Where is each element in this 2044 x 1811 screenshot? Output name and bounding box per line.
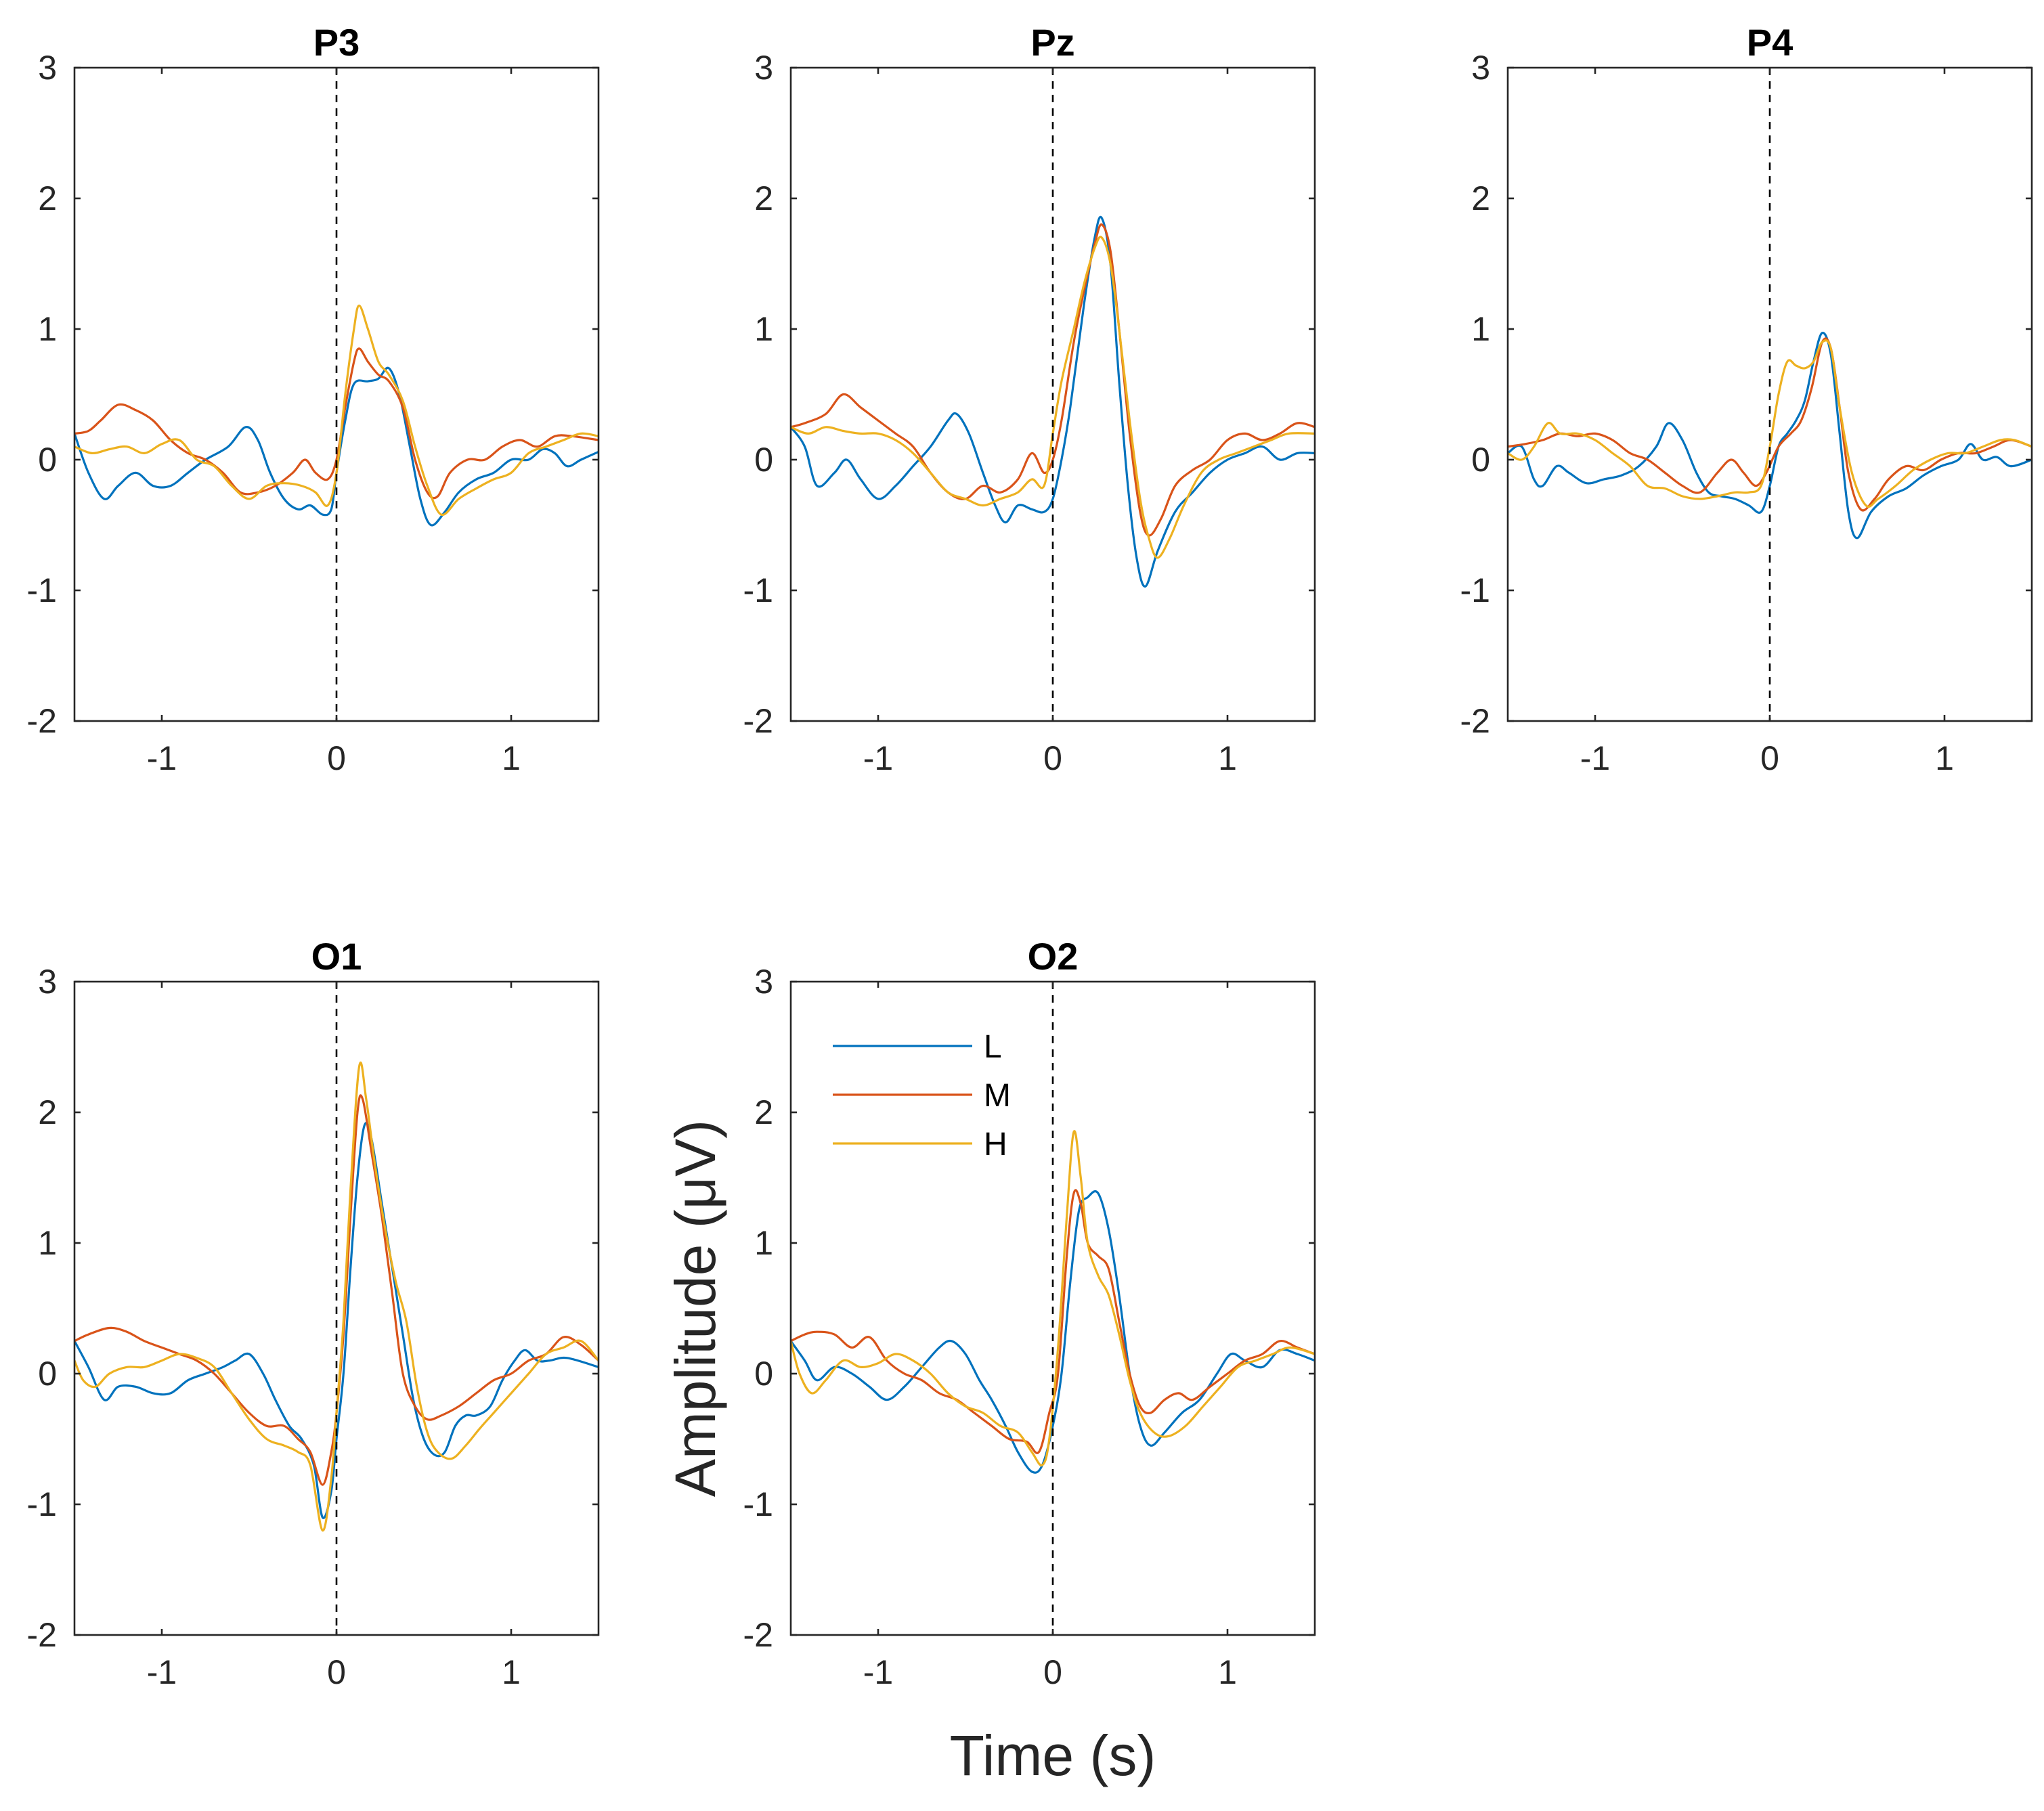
series-line-L xyxy=(74,1121,599,1519)
series-line-L xyxy=(791,215,1315,588)
x-tick-label: -1 xyxy=(863,739,893,777)
x-tick-label: 1 xyxy=(502,739,521,777)
legend-label-H: H xyxy=(984,1127,1007,1162)
series-line-H xyxy=(791,236,1315,559)
x-tick-label: 1 xyxy=(502,1653,521,1691)
y-axis-label: Amplitude (μV) xyxy=(664,1120,727,1497)
y-tick-label: 0 xyxy=(38,1355,57,1393)
series-line-H xyxy=(74,304,599,516)
panel-title: P4 xyxy=(1747,21,1793,64)
series-line-M xyxy=(791,223,1315,537)
x-tick-label: 1 xyxy=(1218,1653,1237,1691)
x-tick-label: 0 xyxy=(1760,739,1779,777)
legend-label-L: L xyxy=(984,1029,1002,1065)
series-group xyxy=(74,304,599,527)
y-tick-label: -2 xyxy=(27,702,57,740)
series-line-M xyxy=(791,1189,1315,1454)
x-tick-label: 1 xyxy=(1935,739,1954,777)
y-tick-label: 1 xyxy=(38,310,57,348)
y-tick-label: 2 xyxy=(754,179,773,217)
panel-title: O1 xyxy=(311,935,362,978)
y-tick-label: 1 xyxy=(754,310,773,348)
panel-title: O2 xyxy=(1028,935,1079,978)
series-line-H xyxy=(1508,339,2032,508)
y-tick-label: 1 xyxy=(1471,310,1490,348)
y-tick-label: 0 xyxy=(1471,441,1490,479)
series-group xyxy=(791,1130,1315,1474)
series-line-M xyxy=(1508,337,2032,512)
x-tick-label: -1 xyxy=(1580,739,1610,777)
series-line-M xyxy=(74,1094,599,1486)
y-tick-label: -1 xyxy=(27,571,57,609)
y-tick-label: 3 xyxy=(1471,49,1490,87)
y-tick-label: 2 xyxy=(38,1093,57,1131)
y-tick-label: 2 xyxy=(1471,179,1490,217)
series-group xyxy=(74,1061,599,1532)
x-tick-label: 0 xyxy=(1043,739,1062,777)
y-tick-label: -1 xyxy=(1460,571,1490,609)
y-tick-label: -2 xyxy=(1460,702,1490,740)
y-tick-label: -2 xyxy=(743,1616,773,1654)
y-tick-label: 3 xyxy=(754,963,773,1001)
y-tick-label: -1 xyxy=(27,1485,57,1523)
y-tick-label: 1 xyxy=(754,1224,773,1262)
y-tick-label: 3 xyxy=(38,49,57,87)
x-tick-label: -1 xyxy=(863,1653,893,1691)
panel-title: P3 xyxy=(313,21,360,64)
y-tick-label: -2 xyxy=(743,702,773,740)
legend: LMH xyxy=(833,1029,1011,1162)
panel-pz: Pz -2 -1 0 1 2 3 -1 0 1 xyxy=(743,21,1316,777)
y-tick-label: 2 xyxy=(38,179,57,217)
y-tick-label: 1 xyxy=(38,1224,57,1262)
legend-label-M: M xyxy=(984,1078,1011,1114)
x-tick-label: 0 xyxy=(327,1653,346,1691)
panel-o1: O1 -2 -1 0 1 2 3 -1 0 1 xyxy=(27,935,600,1691)
series-group xyxy=(1508,332,2032,540)
y-tick-label: -1 xyxy=(743,571,773,609)
panel-p3: P3 -2 -1 0 1 2 3 -1 0 1 xyxy=(27,21,600,777)
x-axis-label: Time (s) xyxy=(950,1724,1156,1787)
x-tick-label: -1 xyxy=(147,1653,177,1691)
panel-o2: O2 -2 -1 0 1 2 3 -1 0 1 LMH xyxy=(743,935,1316,1691)
x-tick-label: 1 xyxy=(1218,739,1237,777)
y-tick-label: 0 xyxy=(754,1355,773,1393)
y-tick-label: 3 xyxy=(754,49,773,87)
y-tick-label: 3 xyxy=(38,963,57,1001)
y-tick-label: -2 xyxy=(27,1616,57,1654)
x-tick-label: 0 xyxy=(1043,1653,1062,1691)
x-tick-label: 0 xyxy=(327,739,346,777)
series-line-H xyxy=(791,1130,1315,1467)
x-tick-label: -1 xyxy=(147,739,177,777)
y-tick-label: -1 xyxy=(743,1485,773,1523)
series-line-L xyxy=(1508,332,2032,540)
series-line-L xyxy=(74,366,599,527)
series-group xyxy=(791,215,1315,588)
y-tick-label: 2 xyxy=(754,1093,773,1131)
series-line-H xyxy=(74,1061,599,1532)
y-tick-label: 0 xyxy=(754,441,773,479)
panel-p4: P4 -2 -1 0 1 2 3 -1 0 1 xyxy=(1460,21,2033,777)
y-tick-label: 0 xyxy=(38,441,57,479)
panel-title: Pz xyxy=(1030,21,1074,64)
